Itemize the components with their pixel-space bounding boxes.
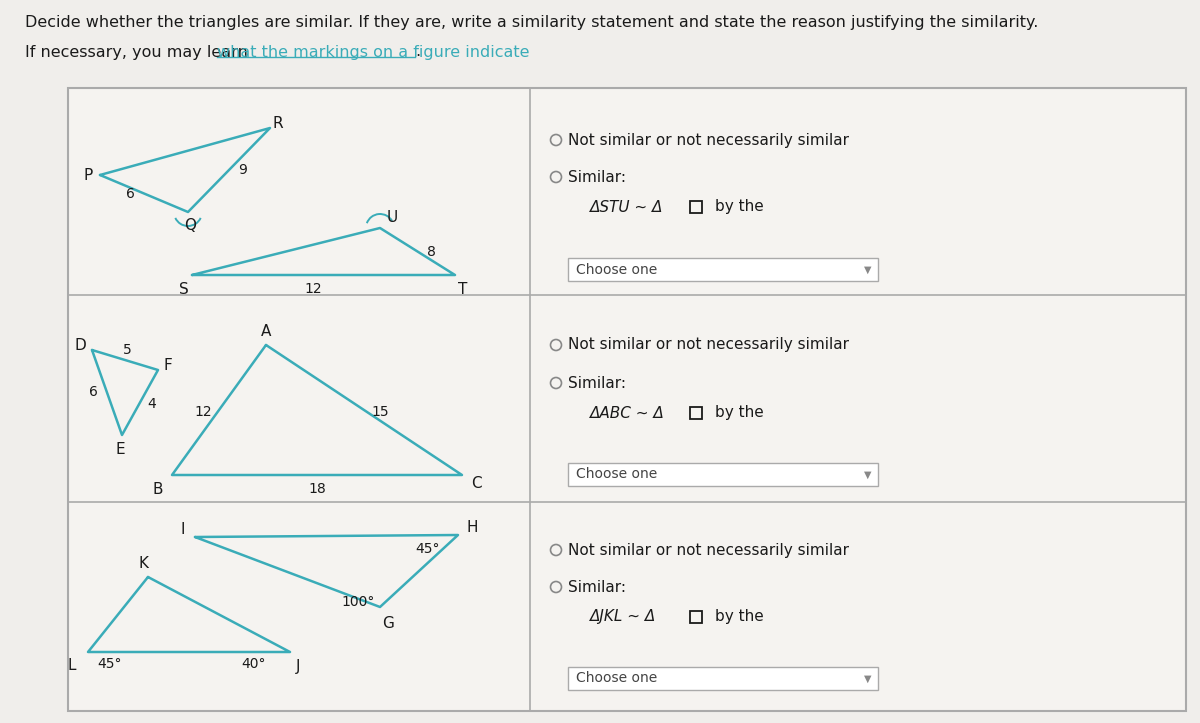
Text: ΔJKL ~ Δ: ΔJKL ~ Δ: [590, 609, 656, 625]
Bar: [68, 88, 1186, 711]
Text: U: U: [386, 210, 397, 226]
Text: Decide whether the triangles are similar. If they are, write a similarity statem: Decide whether the triangles are similar…: [25, 15, 1038, 30]
Text: what the markings on a figure indicate: what the markings on a figure indicate: [217, 45, 529, 59]
Text: 8: 8: [427, 244, 436, 259]
Bar: [690, 201, 702, 213]
Text: S: S: [179, 281, 188, 296]
Text: R: R: [272, 116, 283, 130]
Text: 45°: 45°: [97, 657, 122, 671]
Text: .: .: [415, 45, 420, 59]
Text: Similar:: Similar:: [568, 580, 626, 594]
Text: Similar:: Similar:: [568, 375, 626, 390]
Text: D: D: [74, 338, 86, 354]
Text: 4: 4: [148, 398, 156, 411]
Text: 12: 12: [194, 405, 212, 419]
Text: E: E: [115, 442, 125, 458]
Text: 6: 6: [89, 385, 97, 400]
Text: by the: by the: [715, 406, 763, 421]
Text: 15: 15: [371, 405, 389, 419]
Text: 5: 5: [122, 343, 131, 357]
Text: ▼: ▼: [864, 674, 871, 683]
Text: ▼: ▼: [864, 469, 871, 479]
Bar: [690, 407, 702, 419]
Text: ▼: ▼: [864, 265, 871, 275]
Bar: [690, 611, 702, 623]
Text: I: I: [181, 521, 185, 536]
Text: ΔABC ~ Δ: ΔABC ~ Δ: [590, 406, 665, 421]
Text: Not similar or not necessarily similar: Not similar or not necessarily similar: [568, 338, 850, 353]
FancyBboxPatch shape: [568, 463, 878, 486]
Text: J: J: [295, 659, 300, 674]
Text: Similar:: Similar:: [568, 169, 626, 184]
Text: H: H: [467, 520, 478, 534]
Text: T: T: [458, 281, 468, 296]
Text: ΔSTU ~ Δ: ΔSTU ~ Δ: [590, 200, 664, 215]
Text: Choose one: Choose one: [576, 262, 658, 276]
Text: 6: 6: [126, 187, 134, 200]
Text: Q: Q: [184, 218, 196, 234]
Text: L: L: [67, 659, 77, 674]
Text: 12: 12: [305, 282, 323, 296]
Text: B: B: [152, 482, 163, 497]
Text: 9: 9: [239, 163, 247, 177]
Text: If necessary, you may learn: If necessary, you may learn: [25, 45, 253, 59]
Text: C: C: [470, 476, 481, 490]
Text: G: G: [382, 615, 394, 630]
Text: by the: by the: [715, 609, 763, 625]
Text: 40°: 40°: [241, 657, 266, 671]
Text: Not similar or not necessarily similar: Not similar or not necessarily similar: [568, 542, 850, 557]
Text: A: A: [260, 323, 271, 338]
Text: P: P: [83, 168, 92, 182]
Text: K: K: [139, 555, 149, 570]
FancyBboxPatch shape: [568, 667, 878, 690]
Text: 45°: 45°: [415, 542, 440, 556]
Text: by the: by the: [715, 200, 763, 215]
Text: 100°: 100°: [341, 595, 374, 609]
Text: Choose one: Choose one: [576, 468, 658, 482]
Text: F: F: [163, 359, 173, 374]
Text: 18: 18: [308, 482, 326, 496]
Text: Choose one: Choose one: [576, 672, 658, 685]
FancyBboxPatch shape: [568, 258, 878, 281]
Text: Not similar or not necessarily similar: Not similar or not necessarily similar: [568, 132, 850, 147]
